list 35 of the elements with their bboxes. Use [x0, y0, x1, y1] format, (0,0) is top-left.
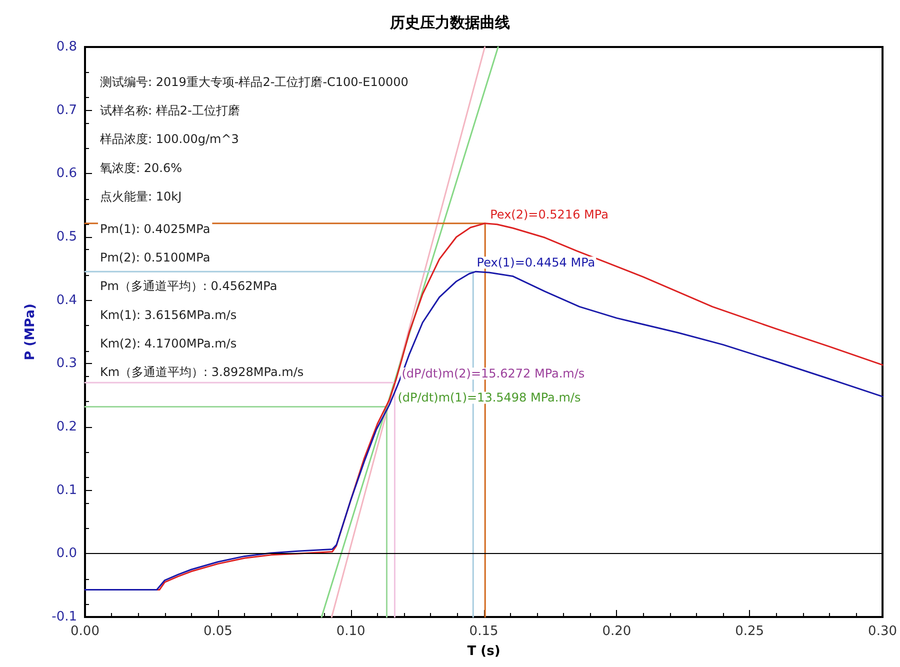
annotation: Km（多通道平均）: 3.8928MPa.m/s — [100, 365, 304, 379]
y-axis-title: P (MPa) — [23, 304, 38, 360]
x-tick-label: 0.05 — [203, 624, 232, 639]
y-tick-label: 0.3 — [56, 356, 77, 372]
x-tick-label: 0.30 — [868, 624, 898, 639]
x-tick-label: 0.15 — [469, 624, 498, 639]
x-tick-label: 0.10 — [336, 624, 366, 639]
annotation: Pm（多通道平均）: 0.4562MPa — [100, 279, 278, 294]
annotation: (dP/dt)m(2)=15.6272 MPa.m/s — [402, 366, 585, 381]
y-tick-label: -0.1 — [52, 610, 77, 624]
y-tick-label: 0.8 — [56, 40, 77, 54]
annotation: 样品浓度: 100.00g/m^3 — [100, 132, 239, 146]
annotation: Km(2): 4.1700MPa.m/s — [100, 336, 237, 350]
annotation: Pex(1)=0.4454 MPa — [476, 256, 596, 270]
x-tick-label: 0.20 — [602, 624, 632, 639]
y-tick-label: 0.2 — [56, 420, 77, 434]
annotation: 试样名称: 样品2-工位打磨 — [100, 104, 240, 118]
y-tick-label: 0.4 — [56, 292, 77, 308]
y-tick-label: 0.7 — [56, 102, 77, 118]
annotation: 测试编号: 2019重大专项-样品2-工位打磨-C100-E10000 — [100, 75, 408, 89]
annotation: Pex(2)=0.5216 MPa — [490, 207, 608, 222]
y-tick-label: 0.0 — [56, 546, 77, 562]
x-axis-title: T (s) — [467, 644, 500, 659]
x-tick-label: 0.25 — [735, 624, 764, 639]
annotation: 氧浓度: 20.6% — [100, 160, 182, 175]
annotation: Pm(1): 0.4025MPa — [100, 222, 210, 236]
x-tick-label: 0.00 — [70, 624, 100, 639]
annotation: (dP/dt)m(1)=13.5498 MPa.m/s — [398, 390, 581, 405]
annotation: 点火能量: 10kJ — [100, 189, 182, 204]
chart-title: 历史压力数据曲线 — [389, 14, 510, 32]
annotation: Pm(2): 0.5100MPa — [100, 250, 210, 265]
annotation: Km(1): 3.6156MPa.m/s — [100, 308, 237, 322]
y-tick-label: 0.5 — [56, 230, 77, 244]
y-tick-label: 0.6 — [56, 166, 77, 182]
y-tick-label: 0.1 — [56, 482, 77, 498]
